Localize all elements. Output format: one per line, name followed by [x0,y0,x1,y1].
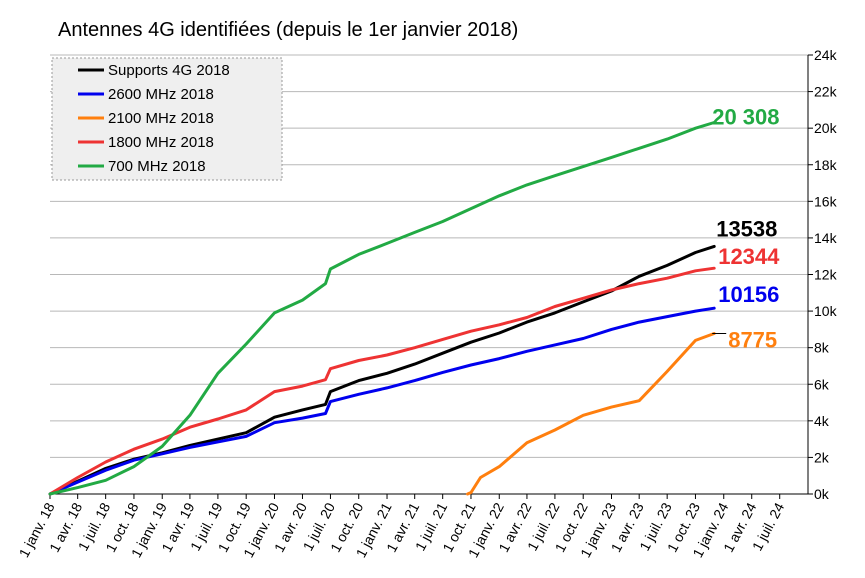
legend-label: 2600 MHz 2018 [108,86,214,103]
series-line [48,266,716,496]
y-tick-label: 0k [814,486,830,502]
y-tick-label: 6k [814,376,830,392]
legend: Supports 4G 2018 2600 MHz 2018 2100 MHz 20… [51,57,283,181]
end-label: 8775 [728,327,777,352]
end-label: 13538 [716,216,777,241]
y-tick-label: 2k [814,449,830,465]
series-line [466,332,716,496]
y-tick-label: 22k [814,84,838,100]
y-tick-label: 12k [814,267,838,283]
end-label: 20 308 [712,105,779,130]
y-tick-label: 10k [814,303,838,319]
y-tick-label: 20k [814,120,838,136]
y-tick-label: 24k [814,47,838,63]
legend-label: Supports 4G 2018 [108,62,230,79]
x-axis-ticks: 1 janv. 181 avr. 181 juil. 181 oct. 181 … [16,494,787,560]
y-axis-ticks: 0k 2k 4k 6k 8k 10k 12k 14k 16k 18k 20k 22k 24k [808,47,838,502]
series-lines [48,121,716,496]
y-tick-label: 8k [814,340,830,356]
legend-label: 2100 MHz 2018 [108,110,214,127]
legend-label: 1800 MHz 2018 [108,134,214,151]
y-tick-label: 16k [814,193,838,209]
end-label: 10156 [718,282,779,307]
y-tick-label: 18k [814,157,838,173]
y-tick-label: 4k [814,413,830,429]
end-label: 12344 [718,244,780,269]
end-labels: 13538 10156 8775 12344 20 308 [712,105,780,352]
series-line [48,121,716,496]
y-tick-label: 14k [814,230,838,246]
legend-label: 700 MHz 2018 [108,158,206,175]
series-line [48,306,716,496]
chart-title: Antennes 4G identifiées (depuis le 1er j… [58,19,518,41]
